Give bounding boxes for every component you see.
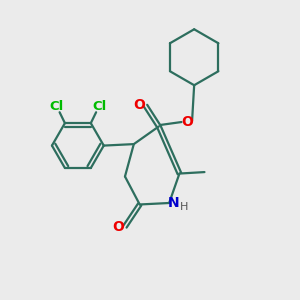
Text: N: N bbox=[168, 196, 179, 210]
Text: O: O bbox=[112, 220, 124, 234]
Text: O: O bbox=[181, 115, 193, 129]
Text: H: H bbox=[180, 202, 189, 212]
Text: Cl: Cl bbox=[49, 100, 63, 113]
Text: O: O bbox=[133, 98, 145, 112]
Text: Cl: Cl bbox=[92, 100, 107, 113]
